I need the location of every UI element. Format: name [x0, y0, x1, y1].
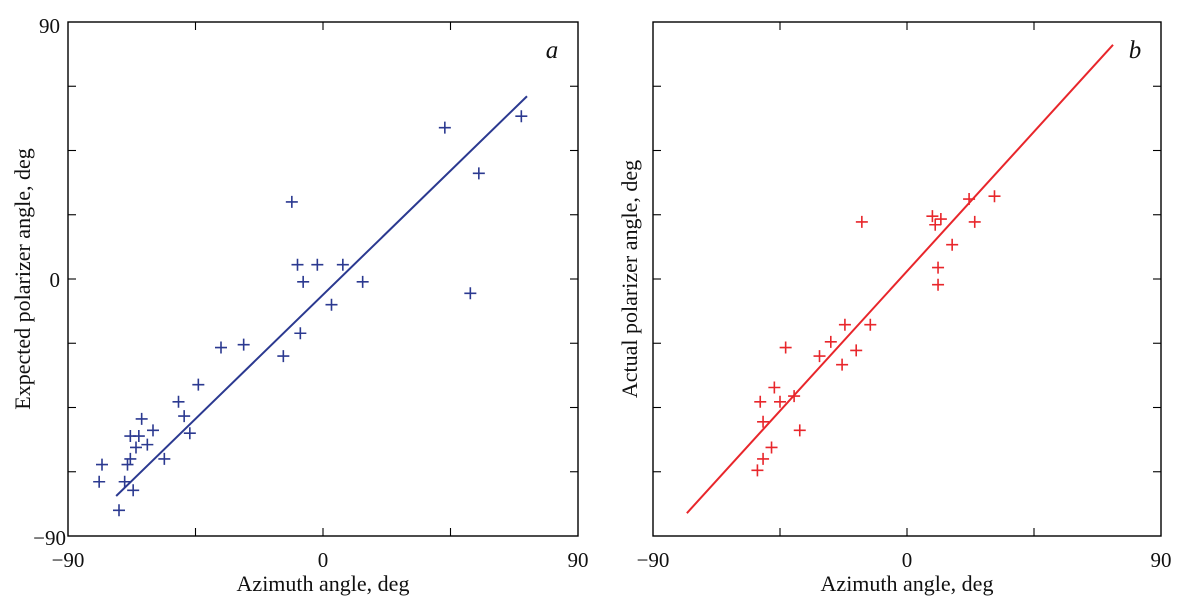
panel-a-data-point: [291, 258, 304, 271]
panel-b-x-tick-label-zero: 0: [902, 548, 913, 572]
panel-a-data-point: [464, 287, 477, 300]
panel-b-data-point: [813, 350, 826, 363]
panel-a-y-tick-label-max: 90: [39, 14, 60, 38]
panel-a-letter: a: [546, 37, 559, 64]
panel-a-data-point: [135, 412, 148, 425]
panel-b-data-point: [968, 215, 981, 228]
panel-b-data-point: [836, 358, 849, 371]
panel-b-fit-line: [686, 44, 1114, 514]
panel-a-data-point: [172, 395, 185, 408]
panel-a-data-point: [130, 441, 142, 454]
panel-b-data-point: [765, 441, 778, 454]
panel-a-x-axis-label: Azimuth angle, deg: [237, 571, 410, 596]
panel-b-data-point: [932, 278, 945, 291]
panel-a-ticks: [68, 22, 578, 536]
panel-b-data-point: [934, 213, 947, 226]
panel-b-data-point: [793, 424, 806, 437]
panel-b-x-axis-label: Azimuth angle, deg: [821, 571, 994, 596]
panel-b-data-point: [774, 395, 786, 408]
panel-a-data-point: [325, 298, 338, 311]
panel-b-data-point: [932, 261, 945, 274]
panel-b-data-point: [757, 452, 770, 465]
panel-b-data-point: [926, 210, 939, 223]
panel-a-data-point: [215, 341, 227, 354]
panel-b-data-point: [855, 215, 868, 228]
panel-a-fit-line: [115, 95, 528, 497]
panel-b-data-point: [779, 341, 792, 354]
panel-a-data-point: [356, 275, 369, 288]
panel-b-data-point: [963, 193, 976, 206]
panel-b-data-point: [757, 415, 770, 428]
panel-a-data-point: [178, 410, 191, 423]
panel-a: −90 0 90 90 0 −90 Azimuth angle, deg Exp…: [10, 14, 589, 596]
panel-a-data-point: [277, 350, 290, 363]
panel-a-data-point: [132, 430, 145, 443]
panel-a-data-point: [294, 327, 307, 340]
panel-b-ticks: [653, 22, 1161, 536]
panel-b-data-point: [838, 318, 851, 331]
panel-b-data-point: [751, 464, 764, 477]
panel-a-data-point: [285, 195, 298, 208]
panel-a-data-point: [158, 452, 171, 465]
panel-a-data-point: [124, 452, 137, 465]
panel-a-data-point: [472, 167, 485, 180]
panel-b-frame: [652, 21, 1162, 537]
panel-a-data-point: [515, 110, 528, 123]
panel-b-data-point: [988, 190, 1001, 203]
panel-a-data-point: [127, 484, 140, 497]
panel-a-data-point: [311, 258, 324, 271]
panel-a-data-point: [438, 121, 451, 134]
panel-a-data-point: [192, 378, 205, 391]
panel-a-data-point: [118, 475, 131, 488]
panel-a-x-tick-label-zero: 0: [318, 548, 329, 572]
panel-b-data-point: [946, 238, 959, 251]
panel-a-y-tick-label-min: −90: [33, 526, 66, 550]
panel-b-data-point: [754, 395, 767, 408]
panel-a-frame: [67, 21, 579, 537]
panel-a-data-point: [96, 458, 108, 471]
panel-a-data-point: [297, 275, 310, 288]
panel-b-x-tick-label-max: 90: [1151, 548, 1172, 572]
panel-b: −90 0 90 Azimuth angle, deg Actual polar…: [617, 21, 1172, 596]
panel-a-data-point: [183, 427, 196, 440]
panel-a-data-point: [113, 504, 125, 517]
panel-b-letter: b: [1129, 37, 1142, 64]
panel-b-x-tick-label-min: −90: [637, 548, 670, 572]
panel-a-data-point: [121, 458, 134, 471]
panel-b-data-point: [929, 218, 942, 231]
panel-b-data-point: [864, 318, 877, 331]
panel-a-data-point: [147, 424, 159, 437]
panel-b-y-axis-label: Actual polarizer angle, deg: [617, 160, 642, 398]
panel-b-data-point: [824, 335, 837, 348]
panel-a-data-point: [237, 338, 250, 351]
panel-b-data-point: [850, 344, 863, 357]
panel-a-y-tick-label-zero: 0: [50, 268, 61, 292]
panel-a-data-point: [93, 475, 106, 488]
panel-b-points: [751, 190, 1001, 477]
panel-b-data-point: [788, 390, 801, 403]
panel-a-x-tick-label-max: 90: [568, 548, 589, 572]
panel-a-x-tick-label-min: −90: [52, 548, 85, 572]
panel-a-data-point: [336, 258, 349, 271]
panel-a-points: [93, 110, 528, 517]
panel-a-y-axis-label: Expected polarizer angle, deg: [10, 148, 35, 409]
panel-a-data-point: [141, 438, 154, 451]
panel-b-data-point: [768, 381, 781, 394]
